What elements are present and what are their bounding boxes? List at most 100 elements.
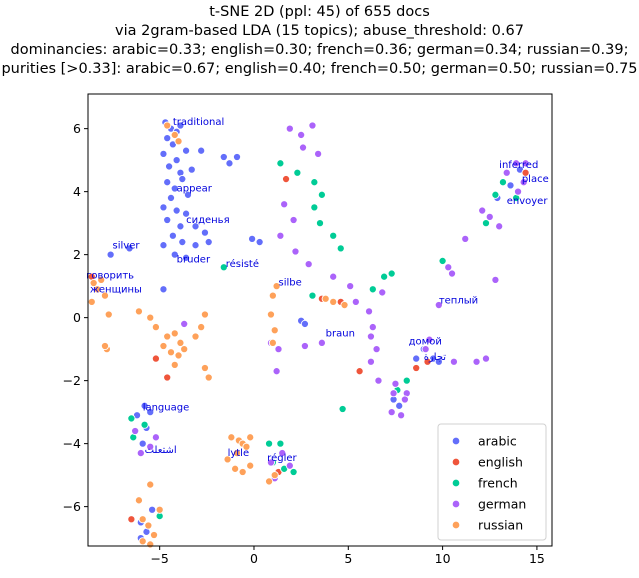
annotation-label: женщины [90,284,142,295]
annotation-label: домой [409,336,442,347]
point-german [346,282,355,291]
point-russian [166,348,176,357]
point-russian [134,307,143,316]
point-russian [180,345,189,354]
point-arabic [106,250,115,259]
point-russian [329,297,338,306]
ticks-layer: −5 0 5 10 15 −6 −4 −2 0 2 4 6 [63,121,545,566]
annotation-label: bruder [177,255,211,266]
annotation-label: régler [267,452,297,464]
point-german [304,260,313,269]
legend-marker-arabic [451,436,461,446]
point-russian [146,480,155,489]
point-russian [104,310,113,319]
point-english [355,367,364,376]
point-german [491,275,500,284]
point-german [131,426,140,436]
point-arabic [434,357,443,366]
point-german [266,458,276,467]
point-german [366,357,375,366]
point-arabic [163,134,172,143]
annotation-label: silbe [279,278,302,289]
point-german [391,379,400,388]
point-arabic [248,234,257,243]
annotation-label: braun [326,329,355,340]
points-layer [87,118,530,549]
point-french [276,439,285,448]
point-arabic [168,231,177,240]
point-french [140,420,149,429]
point-german [317,338,326,347]
point-french [310,203,319,212]
point-arabic [170,250,179,259]
point-russian [200,310,209,319]
point-russian [268,338,277,347]
title-line-3: dominancies: arabic=0.33; english=0.30; … [10,42,629,58]
point-russian [138,515,147,524]
point-russian [170,329,179,338]
point-arabic [182,209,191,218]
legend-label-russian: russian [478,518,523,533]
point-russian [174,351,183,360]
point-russian [268,291,277,300]
point-arabic [146,408,155,417]
point-russian [138,537,147,546]
point-german [472,357,481,366]
point-russian [163,332,172,341]
y-tick-label: −4 [63,436,81,451]
point-arabic [300,319,309,328]
point-arabic [412,354,421,363]
legend-label-french: french [478,476,518,491]
point-english [127,515,136,524]
legend-label-german: german [478,497,526,512]
point-russian [170,130,179,139]
point-russian [134,496,143,505]
point-russian [149,530,159,540]
point-german [372,345,381,354]
point-english [423,357,432,366]
point-english [412,363,421,373]
point-german [297,130,306,139]
point-german [285,124,294,133]
point-french [289,467,298,477]
point-german [447,269,457,278]
point-russian [93,285,102,294]
point-german [389,389,398,398]
legend-box [437,423,547,541]
point-arabic [191,241,200,250]
point-arabic [178,174,187,184]
legend-marker-french [451,478,461,488]
point-arabic [159,149,168,158]
annotation-label: traditional [173,117,224,128]
y-tick-label: −6 [63,499,81,514]
point-german [329,272,338,281]
series-german [131,121,530,483]
point-russian [144,521,153,530]
point-russian [146,313,155,322]
point-russian [151,323,160,332]
x-tick-label: 15 [529,551,545,566]
title-line-2: via 2gram-based LDA (15 topics); abuse_t… [115,23,524,39]
point-german [289,215,298,225]
point-russian [242,442,251,451]
point-german [521,159,530,168]
point-russian [223,455,232,464]
point-arabic [506,181,515,190]
point-arabic [172,206,181,215]
point-french [438,256,447,265]
point-german [449,357,458,366]
point-arabic [191,222,200,231]
point-german [291,247,300,256]
legend-marker-english [451,457,461,467]
point-russian [100,291,110,300]
point-french [265,439,274,448]
point-german [285,461,294,470]
point-german [314,149,323,158]
point-russian [100,341,110,351]
annotation-label: اشتعلت [145,445,177,456]
point-arabic [125,244,134,253]
point-german [481,354,491,363]
series-russian [87,121,349,549]
legend-marker-russian [451,520,461,530]
point-arabic [232,152,242,162]
